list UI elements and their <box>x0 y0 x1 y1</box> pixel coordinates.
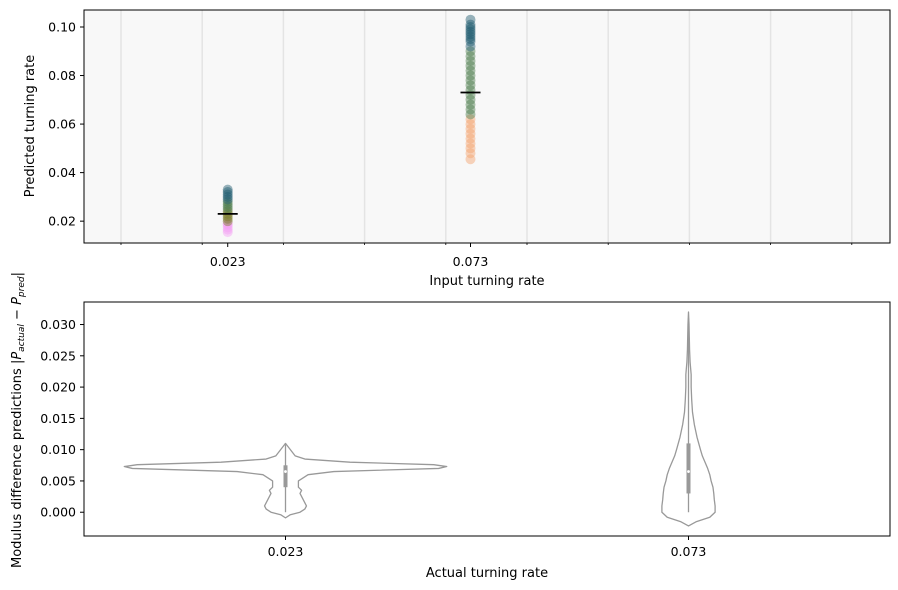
x-tick-label: 0.023 <box>268 544 304 559</box>
scatter-point <box>465 24 476 35</box>
y-tick-label: 0.015 <box>40 411 76 426</box>
scatter-point <box>465 143 476 154</box>
scatter-point <box>222 187 233 198</box>
scatter-point <box>465 80 476 91</box>
scatter-point <box>465 154 476 165</box>
scatter-point <box>465 60 476 71</box>
scatter-point <box>465 29 476 40</box>
scatter-point <box>465 21 476 32</box>
x-tick-label: 0.073 <box>453 254 489 269</box>
scatter-point <box>465 104 476 115</box>
top-plot-area <box>84 10 890 243</box>
y-tick-label: 0.02 <box>48 214 76 229</box>
y-tick-label: 0.020 <box>40 380 76 395</box>
y-tick-label: 0.000 <box>40 505 76 520</box>
x-tick-label: 0.023 <box>210 254 246 269</box>
top-plot-frame <box>83 9 891 244</box>
top-scatter-points <box>222 14 476 238</box>
bottom-y-axis-label: Modulus difference predictions |Pactual … <box>10 272 27 568</box>
scatter-point <box>465 138 476 149</box>
scatter-point <box>465 70 476 81</box>
scatter-point <box>465 109 476 120</box>
scatter-point <box>222 222 233 233</box>
bottom-x-ticks: 0.023 0.073 <box>268 536 707 559</box>
violin-median <box>284 470 287 473</box>
top-x-axis-label: Input turning rate <box>429 274 544 289</box>
scatter-point <box>222 204 233 215</box>
bottom-plot-frame <box>83 301 891 537</box>
top-mean-markers <box>217 91 481 215</box>
scatter-point <box>222 189 233 200</box>
scatter-point <box>465 148 476 159</box>
bottom-y-ticks: 0.000 0.005 0.010 0.015 0.020 0.025 0.030 <box>40 317 84 520</box>
top-y-ticks: 0.02 0.04 0.06 0.08 0.10 <box>48 19 84 229</box>
x-tick-label: 0.073 <box>671 544 707 559</box>
y-tick-label: 0.08 <box>48 68 76 83</box>
top-gridlines <box>120 10 853 243</box>
scatter-point <box>222 218 233 229</box>
scatter-point <box>465 123 476 134</box>
scatter-point <box>222 201 233 212</box>
scatter-point <box>465 55 476 66</box>
scatter-point <box>465 14 476 25</box>
scatter-point <box>222 191 233 202</box>
scatter-point <box>222 196 233 207</box>
violin-body <box>661 311 716 527</box>
scatter-point <box>222 219 233 230</box>
scatter-point <box>222 227 233 238</box>
scatter-point <box>465 99 476 110</box>
y-tick-label: 0.025 <box>40 348 76 363</box>
y-tick-label: 0.030 <box>40 317 76 332</box>
violin-median <box>687 470 690 473</box>
y-tick-label: 0.06 <box>48 117 76 132</box>
scatter-point <box>465 133 476 144</box>
scatter-point <box>465 119 476 130</box>
scatter-point <box>222 213 233 224</box>
scatter-point <box>465 65 476 76</box>
top-panel: 0.02 0.04 0.06 0.08 0.10 0.023 0.073 Input tu… <box>23 9 891 289</box>
scatter-point <box>465 36 476 47</box>
bottom-plot-area <box>84 302 890 536</box>
scatter-point <box>222 194 233 205</box>
scatter-point <box>222 216 233 227</box>
scatter-point <box>465 51 476 62</box>
scatter-point <box>465 46 476 57</box>
y-tick-label: 0.04 <box>48 165 76 180</box>
violin-body <box>123 442 448 519</box>
bottom-x-axis-label: Actual turning rate <box>426 566 548 581</box>
scatter-point <box>222 224 233 235</box>
scatter-point <box>222 199 233 210</box>
scatter-point <box>465 94 476 105</box>
y-tick-label: 0.10 <box>48 19 76 34</box>
top-y-axis-label: Predicted turning rate <box>23 55 38 198</box>
scatter-point <box>465 114 476 125</box>
scatter-point <box>465 31 476 42</box>
scatter-point <box>465 34 476 45</box>
scatter-point <box>465 128 476 139</box>
top-x-ticks: 0.023 0.073 <box>120 243 853 269</box>
scatter-point <box>222 184 233 195</box>
y-tick-label: 0.010 <box>40 442 76 457</box>
bottom-panel: 0.000 0.005 0.010 0.015 0.020 0.025 0.030 0.02… <box>10 272 891 581</box>
scatter-point <box>465 41 476 52</box>
scatter-point <box>465 19 476 30</box>
scatter-point <box>465 26 476 37</box>
scatter-point <box>465 75 476 86</box>
y-tick-label: 0.005 <box>40 473 76 488</box>
bottom-violins <box>123 311 716 527</box>
